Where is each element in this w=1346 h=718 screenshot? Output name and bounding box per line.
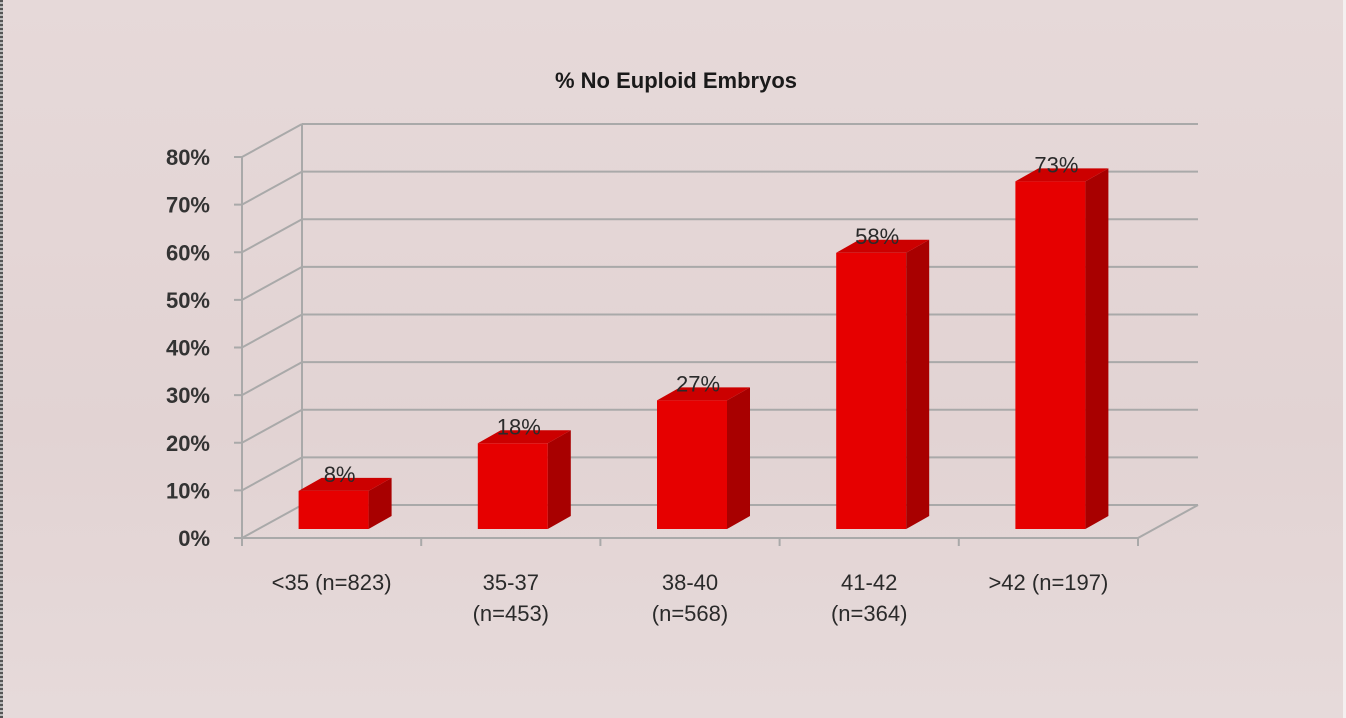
data-label: 73%	[1034, 152, 1078, 177]
bar-top	[298, 477, 392, 491]
gridline-diagonal	[241, 408, 303, 444]
bar-top	[1015, 168, 1109, 182]
bar-top	[477, 430, 571, 444]
y-tick-label: 50%	[166, 288, 210, 313]
bar-front	[836, 252, 907, 529]
bar	[657, 387, 750, 529]
x-axis: <35 (n=823) 35-37 (n=453) 38-40 (n=568) 41-42…	[241, 504, 1199, 626]
bar-side	[547, 430, 571, 529]
bar-side	[1085, 168, 1109, 529]
bar-front	[477, 443, 548, 529]
y-tick-label: 60%	[166, 240, 210, 265]
window-edge-left	[0, 0, 3, 718]
x-tick-label: 41-42	[841, 570, 897, 595]
gridline-diagonal	[241, 361, 303, 397]
y-tick-label: 10%	[166, 478, 210, 503]
bar-front	[657, 400, 727, 529]
bar	[298, 477, 392, 529]
x-tick-label: >42 (n=197)	[988, 570, 1108, 595]
gridline-diagonal	[241, 170, 303, 206]
gridline-diagonal	[241, 456, 303, 492]
floor-right-edge	[1137, 504, 1199, 539]
bar	[477, 430, 571, 529]
x-tick-label: 38-40	[662, 570, 718, 595]
bar-top	[657, 387, 750, 401]
chart-title: % No Euploid Embryos	[555, 68, 797, 93]
y-tick-label: 0%	[178, 526, 210, 551]
x-tick-label: (n=568)	[652, 601, 728, 626]
data-label: 27%	[676, 371, 720, 396]
y-tick-label: 40%	[166, 336, 210, 361]
x-tick-label: (n=364)	[831, 601, 907, 626]
bar	[1015, 168, 1109, 529]
gridline-diagonal	[241, 218, 303, 254]
data-label: 58%	[855, 224, 899, 249]
bar-top	[836, 239, 930, 253]
gridline-diagonal	[241, 313, 303, 349]
y-tick-label: 30%	[166, 383, 210, 408]
bar-side	[727, 387, 750, 529]
bar-front	[298, 490, 369, 529]
gridline-diagonal	[241, 265, 303, 301]
data-label: 18%	[497, 414, 541, 439]
gridline-diagonal	[241, 504, 303, 539]
x-tick-label: <35 (n=823)	[272, 570, 392, 595]
data-label: 8%	[324, 462, 356, 487]
y-tick-label: 80%	[166, 145, 210, 170]
y-tick-label: 20%	[166, 431, 210, 456]
bars	[298, 168, 1109, 529]
gridline-diagonal	[241, 123, 303, 158]
y-tick-label: 70%	[166, 193, 210, 218]
bar-side	[906, 239, 930, 529]
bar	[836, 239, 930, 529]
bar-front	[1015, 181, 1086, 529]
x-tick-label: 35-37	[483, 570, 539, 595]
x-tick-label: (n=453)	[473, 601, 549, 626]
window-edge-right	[1343, 0, 1346, 718]
data-labels: 8% 18% 27% 58% 73%	[324, 152, 1079, 487]
y-axis: 0% 10% 20% 30% 40% 50% 60% 70% 80%	[166, 145, 243, 551]
bar-side	[368, 477, 392, 529]
